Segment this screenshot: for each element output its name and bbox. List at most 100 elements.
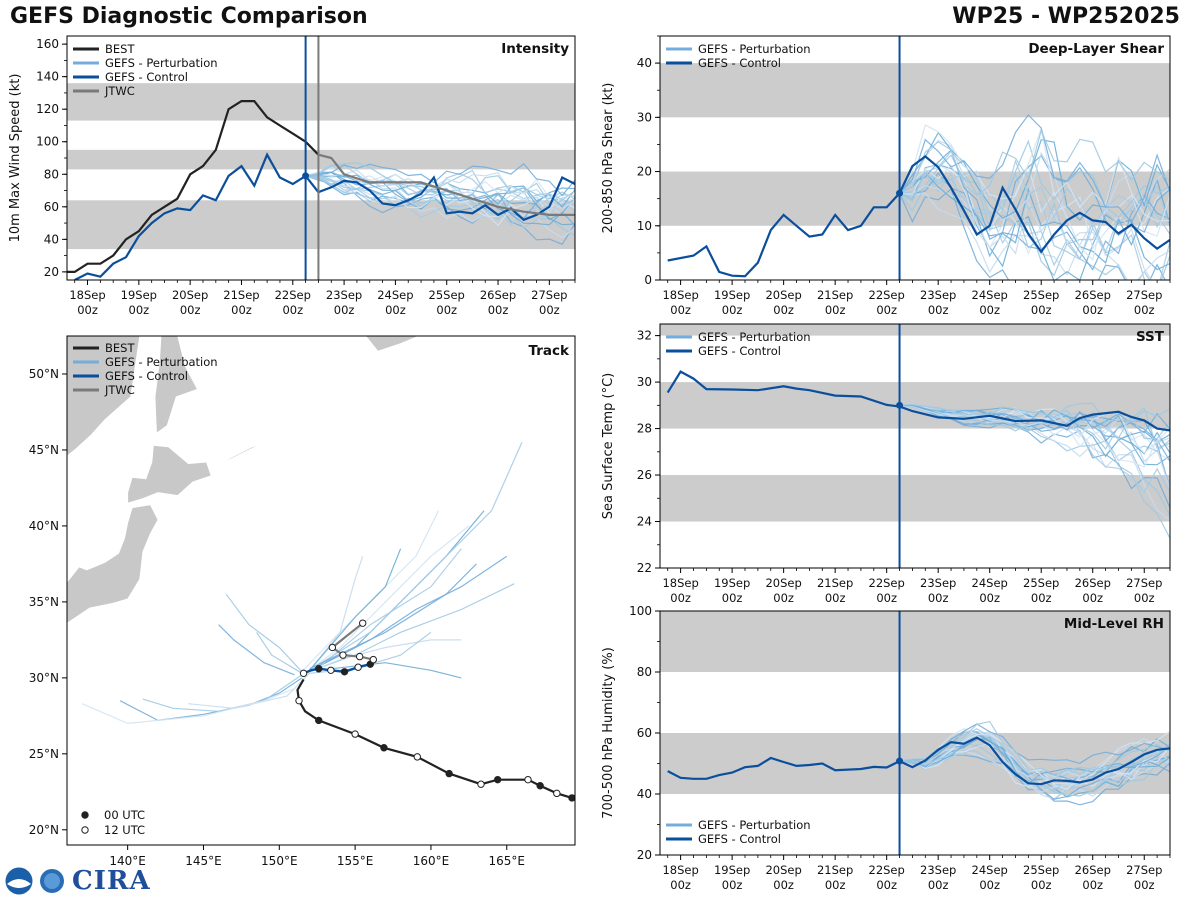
rh-perturbation-line [899, 730, 1170, 791]
track-legend-label-control: GEFS - Control [105, 369, 188, 383]
track-best-12utc-point [351, 730, 359, 738]
shear-perturbation-line [899, 128, 1170, 196]
shear-perturbation-line [899, 171, 1170, 264]
shear-xtick-label-hour: 00z [1031, 303, 1052, 317]
track-legend-label-best: BEST [105, 341, 135, 355]
shear-xtick-label: 26Sep [1075, 288, 1111, 302]
rh-ytick-label: 100 [629, 604, 652, 618]
intensity-ytick-label: 160 [36, 37, 59, 51]
track-perturbation-line [316, 548, 462, 670]
shear-frame [659, 35, 1171, 281]
track-perturbation-line [256, 631, 303, 674]
track-jtwc-12utc-point [339, 651, 347, 659]
track-control-12utc-point [354, 663, 362, 671]
track-utc00-label: 00 UTC [104, 808, 145, 822]
sst-xtick-label: 18Sep [662, 576, 698, 590]
track-perturbation-line [309, 442, 523, 671]
sst-xtick-label-hour: 00z [979, 591, 1000, 605]
sst-xtick-label: 21Sep [817, 576, 853, 590]
rh-legend-label-control: GEFS - Control [698, 832, 781, 846]
shear-xtick-label: 20Sep [765, 288, 801, 302]
intensity-xtick-label: 25Sep [429, 288, 465, 302]
intensity-xtick-label-hour: 00z [334, 303, 355, 317]
shear-xtick-label: 23Sep [920, 288, 956, 302]
shear-xtick-label-hour: 00z [825, 303, 846, 317]
shear-ylabel: 200-850 hPa Shear (kt) [601, 83, 616, 234]
track-perturbation-line [218, 624, 295, 676]
sst-xtick-label: 27Sep [1126, 576, 1162, 590]
intensity-xtick-label-hour: 00z [282, 303, 303, 317]
shear-xtick-label: 21Sep [817, 288, 853, 302]
track-perturbation-line [309, 639, 462, 673]
rh-xtick-label: 18Sep [662, 863, 698, 877]
honshu-land [67, 504, 159, 624]
shear-xtick-label-hour: 00z [876, 303, 897, 317]
intensity-ytick-label: 120 [36, 102, 59, 116]
sst-perturbation-line [899, 403, 1170, 440]
shear-perturbation-line [899, 149, 1170, 240]
sst-legend-label-perturbation: GEFS - Perturbation [698, 330, 811, 344]
intensity-xtick-label: 27Sep [531, 288, 567, 302]
intensity-ytick-label: 40 [44, 232, 59, 246]
shear-xtick-label-hour: 00z [1082, 303, 1103, 317]
shear-perturbation-line [899, 131, 1170, 221]
sst-xtick-label-hour: 00z [928, 591, 949, 605]
track-perturbation-line [142, 674, 303, 712]
track-plot-area [67, 336, 575, 802]
rh-perturbation-line [899, 731, 1170, 785]
intensity-xtick-label-hour: 00z [436, 303, 457, 317]
sst-frame [659, 323, 1171, 569]
intensity-perturbation-line [305, 162, 575, 197]
rh-xtick-label: 23Sep [920, 863, 956, 877]
rh-xtick-label-hour: 00z [1134, 878, 1155, 892]
shear-plot-area [660, 36, 1170, 280]
sst-band-2 [660, 324, 1170, 336]
intensity-ytick-label: 100 [36, 135, 59, 149]
shear-control-line [667, 154, 1170, 278]
intensity-xtick-label-hour: 00z [180, 303, 201, 317]
rh-xtick-label-hour: 00z [1082, 878, 1103, 892]
sst-xtick-label-hour: 00z [773, 591, 794, 605]
cira-logo: CIRA [4, 866, 151, 896]
track-lat-label: 25°N [29, 747, 59, 761]
sst-xtick-label: 25Sep [1023, 576, 1059, 590]
track-lon-label: 145°E [185, 854, 222, 868]
sst-band-0 [660, 475, 1170, 522]
intensity-panel-title: Intensity [501, 41, 569, 57]
track-lon-label: 160°E [413, 854, 450, 868]
shear-xtick-label-hour: 00z [1134, 303, 1155, 317]
rh-xtick-label-hour: 00z [670, 878, 691, 892]
rh-legend-label-perturbation: GEFS - Perturbation [698, 818, 811, 832]
storm-id-title: WP25 - WP252025 [952, 4, 1180, 29]
rh-panel: 2040608010018Sep00z19Sep00z20Sep00z21Sep… [601, 604, 1171, 892]
track-perturbation-line [309, 525, 470, 671]
sst-xtick-label-hour: 00z [1031, 591, 1052, 605]
track-perturbation-line [309, 548, 402, 671]
intensity-ytick-label: 80 [44, 167, 59, 181]
shear-ytick-label: 0 [644, 273, 652, 287]
shear-xtick-label: 27Sep [1126, 288, 1162, 302]
rh-xtick-label-hour: 00z [773, 878, 794, 892]
rh-ytick-label: 60 [637, 726, 652, 740]
sst-xtick-label: 19Sep [714, 576, 750, 590]
intensity-xtick-label: 26Sep [480, 288, 516, 302]
track-perturbation-line [309, 563, 477, 670]
track-best-12utc-point [477, 780, 485, 788]
rh-xtick-label-hour: 00z [1031, 878, 1052, 892]
sst-xtick-label: 20Sep [765, 576, 801, 590]
sst-ytick-label: 24 [637, 515, 652, 529]
intensity-ytick-label: 20 [44, 265, 59, 279]
intensity-perturbation-line [305, 175, 575, 219]
intensity-xtick-label: 21Sep [223, 288, 259, 302]
intensity-legend-label-perturbation: GEFS - Perturbation [105, 56, 218, 70]
shear-panel-title: Deep-Layer Shear [1028, 41, 1164, 57]
intensity-xtick-label: 24Sep [377, 288, 413, 302]
shear-ytick-label: 30 [637, 110, 652, 124]
rh-panel-title: Mid-Level RH [1064, 616, 1164, 632]
rh-xtick-label-hour: 00z [928, 878, 949, 892]
rh-band-1 [660, 611, 1170, 672]
shear-ytick-label: 40 [637, 56, 652, 70]
shear-xtick-label: 19Sep [714, 288, 750, 302]
